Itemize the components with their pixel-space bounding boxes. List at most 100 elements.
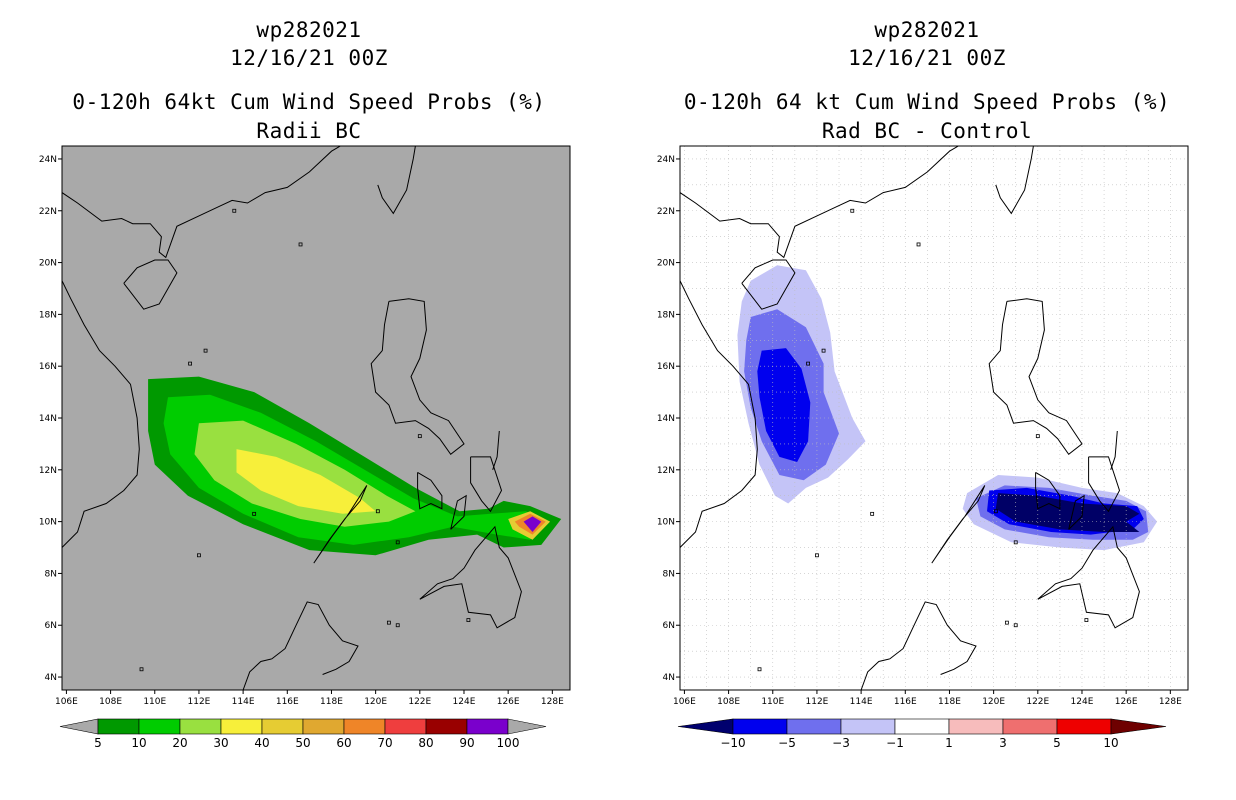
lat-tick-label: 14N xyxy=(39,414,57,424)
lat-tick-label: 22N xyxy=(657,207,675,217)
lon-tick-label: 106E xyxy=(55,697,78,707)
coastline xyxy=(62,280,140,548)
islet xyxy=(252,511,257,516)
coastline xyxy=(62,146,342,259)
lon-tick-label: 118E xyxy=(320,697,343,707)
subtitle: Radii BC xyxy=(256,119,362,143)
colorbar-label: −3 xyxy=(832,736,850,750)
lat-tick-label: 8N xyxy=(663,569,675,579)
islet xyxy=(232,208,237,213)
islet xyxy=(417,434,422,439)
lon-tick-label: 128E xyxy=(1159,697,1182,707)
colorbar-label: 10 xyxy=(1103,736,1118,750)
subtitle: Rad BC - Control xyxy=(821,119,1033,143)
lon-tick-label: 112E xyxy=(188,697,211,707)
lon-tick-label: 124E xyxy=(1071,697,1094,707)
lon-tick-label: 110E xyxy=(143,697,166,707)
panel-rad-bc-control: wp282021 12/16/21 00Z 0-120h 64 kt Cum W… xyxy=(618,0,1236,800)
colorbar-swatch xyxy=(179,718,222,735)
lat-tick-label: 4N xyxy=(663,673,675,683)
coastline xyxy=(242,658,272,690)
coastline xyxy=(1068,494,1085,530)
colorbar-swatch xyxy=(97,718,140,735)
colorbar-label: 40 xyxy=(254,736,269,750)
colorbar-arrow-low xyxy=(59,718,99,735)
lon-tick-label: 106E xyxy=(673,697,696,707)
islet xyxy=(870,511,875,516)
colorbar-label: 10 xyxy=(131,736,146,750)
storm-id-title: wp282021 xyxy=(874,18,980,42)
colorbar-label: 90 xyxy=(459,736,474,750)
lon-tick-label: 126E xyxy=(497,697,520,707)
coastline xyxy=(1088,456,1121,513)
lat-tick-label: 18N xyxy=(657,310,675,320)
lat-tick-label: 8N xyxy=(45,569,57,579)
islet xyxy=(1013,540,1018,545)
lat-tick-label: 16N xyxy=(39,362,57,372)
map-layer xyxy=(680,146,1188,690)
islet xyxy=(203,348,208,353)
product-title: 0-120h 64 kt Cum Wind Speed Probs (%) xyxy=(683,90,1171,114)
lat-tick-label: 16N xyxy=(657,362,675,372)
colorbar-arrow-high xyxy=(1110,718,1167,735)
lat-tick-label: 12N xyxy=(39,466,57,476)
lat-tick-label: 4N xyxy=(45,673,57,683)
lat-tick-label: 22N xyxy=(39,207,57,217)
coastline xyxy=(470,456,503,513)
islet xyxy=(1004,620,1009,625)
islet xyxy=(916,242,921,247)
product-title: 0-120h 64kt Cum Wind Speed Probs (%) xyxy=(72,90,546,114)
islet xyxy=(139,667,144,672)
colorbar-label: 30 xyxy=(213,736,228,750)
lat-tick-label: 10N xyxy=(39,518,57,528)
coastline xyxy=(680,146,960,259)
probability-contour xyxy=(523,516,542,532)
lon-tick-label: 114E xyxy=(232,697,255,707)
colorbar-label: 3 xyxy=(999,736,1007,750)
islet xyxy=(197,553,201,558)
lon-tick-label: 108E xyxy=(717,697,740,707)
colorbar-swatch xyxy=(1056,718,1112,735)
colorbar-label: −10 xyxy=(720,736,745,750)
islet xyxy=(1035,434,1040,439)
colorbar-label: 5 xyxy=(1053,736,1061,750)
lon-tick-label: 112E xyxy=(806,697,829,707)
lon-tick-label: 120E xyxy=(364,697,387,707)
colorbar-label: 5 xyxy=(94,736,102,750)
lon-tick-label: 116E xyxy=(276,697,299,707)
lat-tick-label: 12N xyxy=(657,466,675,476)
lon-tick-label: 122E xyxy=(1026,697,1049,707)
lat-tick-label: 24N xyxy=(39,155,57,165)
lon-tick-label: 128E xyxy=(541,697,564,707)
coastline xyxy=(271,601,359,675)
colorbar-label: 70 xyxy=(377,736,392,750)
coastline xyxy=(419,525,522,629)
coastline xyxy=(1037,525,1140,629)
coastline xyxy=(450,494,467,530)
map-background xyxy=(62,146,570,690)
coastline xyxy=(377,146,416,215)
coastline xyxy=(313,485,368,564)
colorbar-label: 100 xyxy=(497,736,520,750)
map-layer xyxy=(62,146,562,690)
colorbar-label: 80 xyxy=(418,736,433,750)
probability-contour xyxy=(995,493,1140,532)
colorbar-label: 50 xyxy=(295,736,310,750)
coastline xyxy=(931,485,986,564)
colorbar-label: 1 xyxy=(945,736,953,750)
colorbar-swatch xyxy=(786,718,842,735)
colorbar-swatch xyxy=(425,718,468,735)
coastline xyxy=(860,658,890,690)
islet xyxy=(815,553,819,558)
coastline xyxy=(123,259,178,310)
datetime-title: 12/16/21 00Z xyxy=(848,46,1006,70)
lat-tick-label: 20N xyxy=(39,259,57,269)
lat-tick-label: 10N xyxy=(657,518,675,528)
islet xyxy=(395,623,400,628)
lat-tick-label: 14N xyxy=(657,414,675,424)
coastline xyxy=(680,280,758,548)
colorbar-swatch xyxy=(343,718,386,735)
lon-tick-label: 110E xyxy=(761,697,784,707)
storm-id-title: wp282021 xyxy=(256,18,362,42)
lat-tick-label: 18N xyxy=(39,310,57,320)
